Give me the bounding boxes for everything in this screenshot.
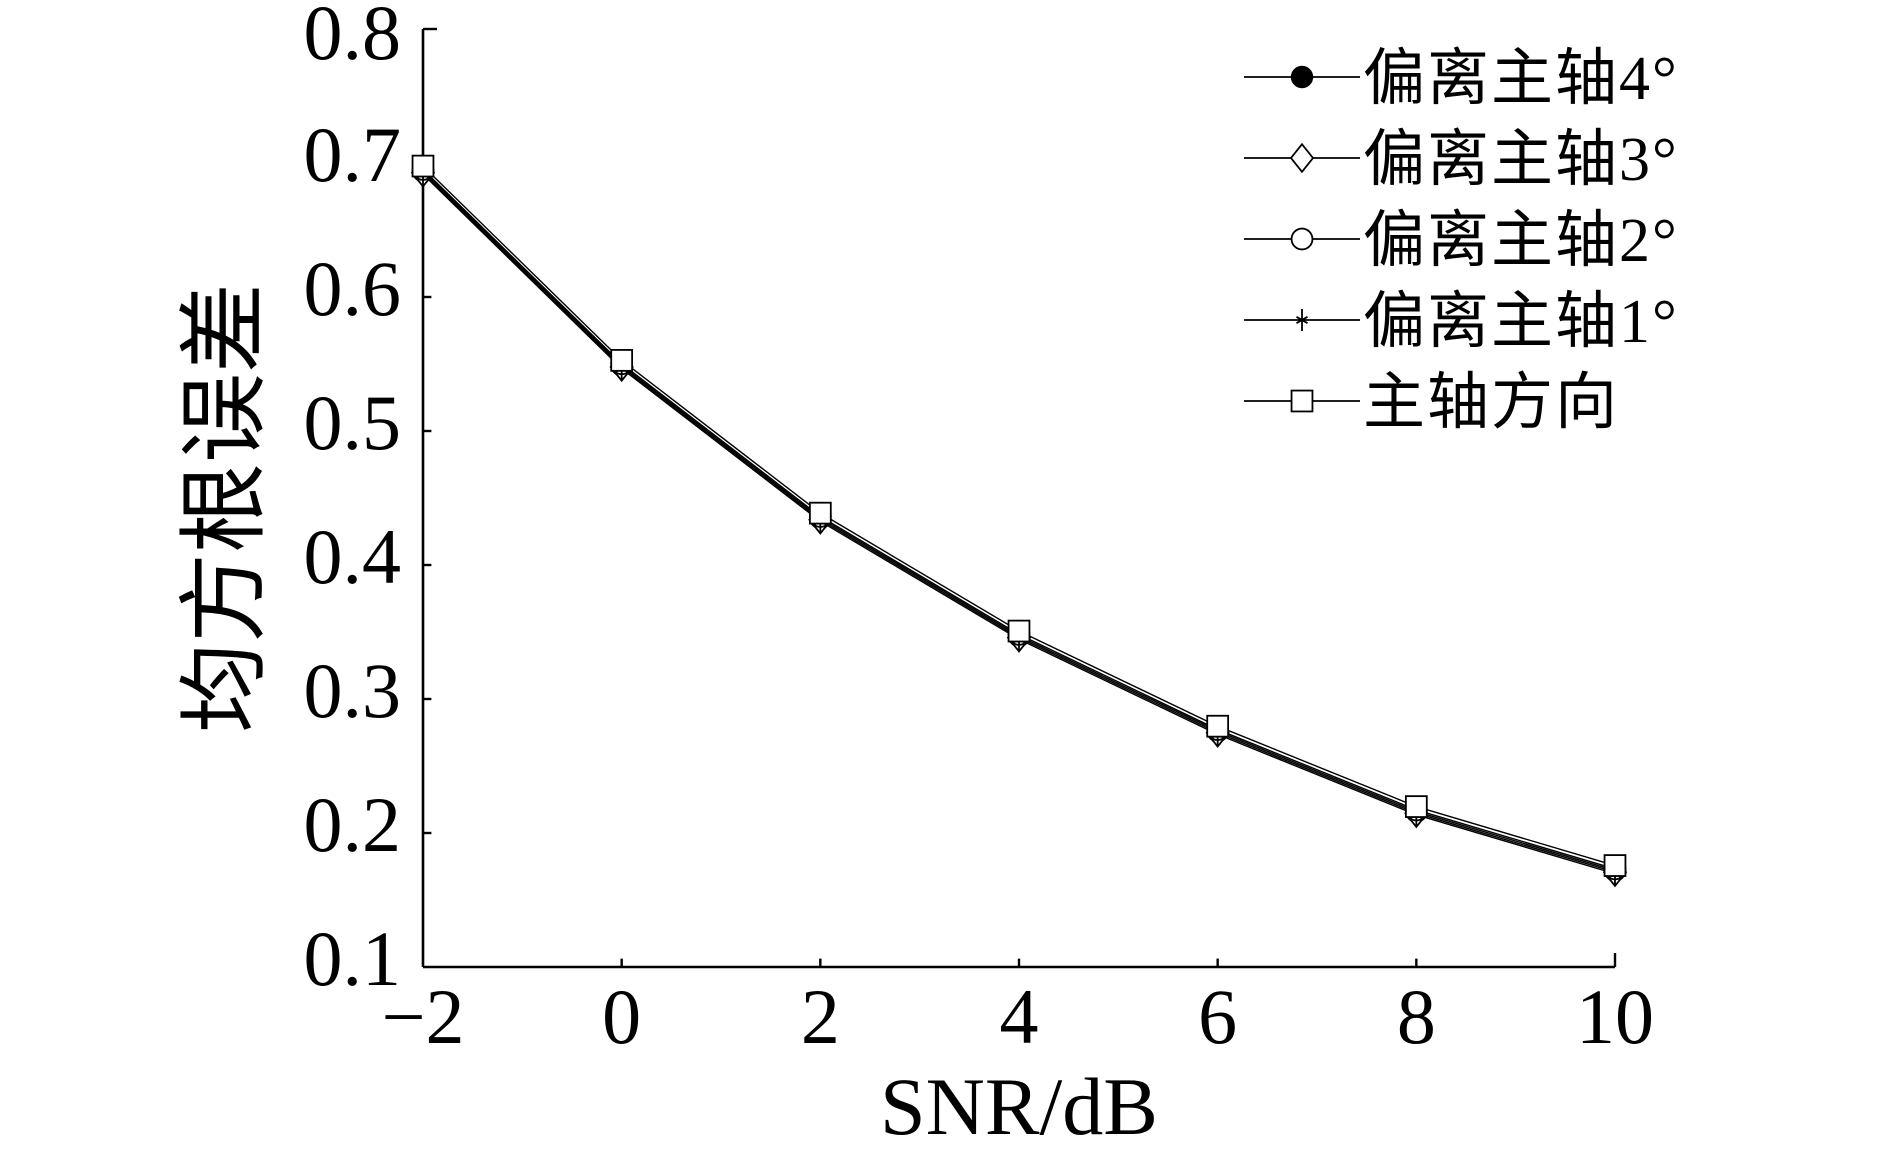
svg-text:10: 10 [1576, 973, 1654, 1060]
svg-text:偏离主轴3°: 偏离主轴3° [1363, 126, 1679, 194]
svg-text:SNR/dB: SNR/dB [880, 1061, 1158, 1152]
svg-text:4: 4 [1000, 973, 1039, 1060]
svg-text:0.4: 0.4 [304, 513, 402, 600]
svg-text:0.8: 0.8 [304, 0, 402, 76]
svg-text:0.5: 0.5 [304, 379, 402, 466]
svg-text:0.7: 0.7 [304, 111, 402, 198]
svg-text:6: 6 [1198, 973, 1237, 1060]
svg-text:偏离主轴1°: 偏离主轴1° [1363, 288, 1679, 356]
svg-text:0.6: 0.6 [304, 245, 402, 332]
svg-text:均方根误差: 均方根误差 [176, 283, 275, 733]
svg-text:−2: −2 [382, 973, 465, 1060]
svg-text:8: 8 [1397, 973, 1436, 1060]
svg-text:主轴方向: 主轴方向 [1363, 369, 1619, 437]
svg-text:0.2: 0.2 [304, 781, 402, 868]
svg-text:偏离主轴2°: 偏离主轴2° [1363, 207, 1679, 275]
svg-text:0: 0 [602, 973, 641, 1060]
svg-text:0.3: 0.3 [304, 647, 402, 734]
svg-text:2: 2 [801, 973, 840, 1060]
svg-text:偏离主轴4°: 偏离主轴4° [1363, 45, 1679, 113]
